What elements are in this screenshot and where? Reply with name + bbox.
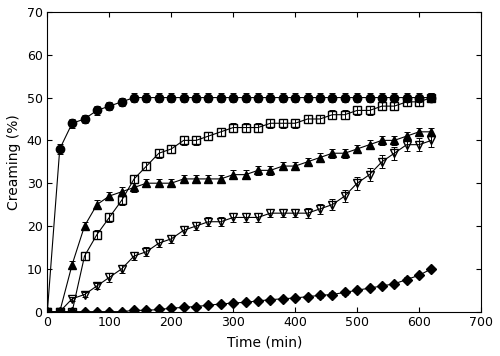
X-axis label: Time (min): Time (min) [226,335,302,349]
Y-axis label: Creaming (%): Creaming (%) [7,114,21,210]
